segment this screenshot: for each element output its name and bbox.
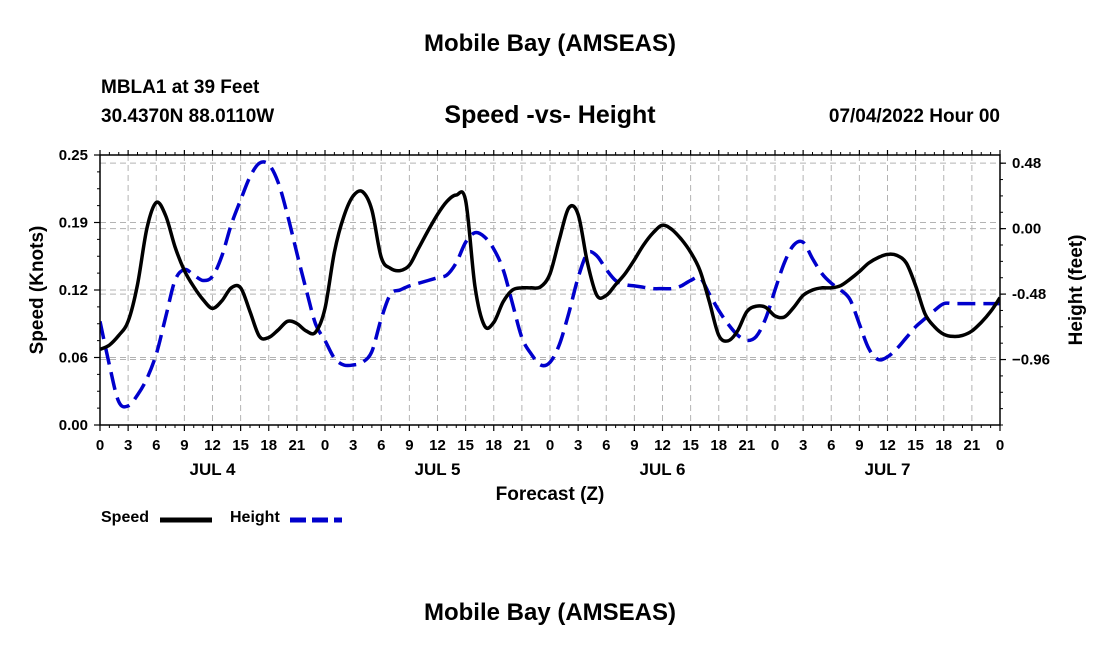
x-tick-label: 18 <box>710 437 727 454</box>
x-tick-label: 3 <box>574 437 582 454</box>
x-tick-label: 6 <box>827 437 835 454</box>
x-tick-label: 3 <box>349 437 357 454</box>
x-tick-label: 0 <box>996 437 1004 454</box>
station-name: MBLA1 at 39 Feet <box>101 77 260 98</box>
x-tick-label: 3 <box>799 437 807 454</box>
x-tick-label: 6 <box>152 437 160 454</box>
day-label: JUL 6 <box>640 460 686 479</box>
ticks: 0 3 6 9 12 15 18 21 0 3 6 9 12 15 18 21 0 3 6 9 12 15 18 21 0 3 6 9… <box>59 147 1050 479</box>
x-tick-label: 0 <box>546 437 554 454</box>
x-tick-label: 12 <box>429 437 446 454</box>
x-tick-label: 21 <box>964 437 981 454</box>
x-tick-label: 15 <box>907 437 924 454</box>
x-tick-label: 15 <box>457 437 474 454</box>
x-tick-label: 12 <box>879 437 896 454</box>
x-tick-label: 21 <box>739 437 756 454</box>
series-layer <box>100 160 1000 409</box>
day-label: JUL 5 <box>415 460 461 479</box>
station-coordinates: 30.4370N 88.0110W <box>101 106 275 127</box>
legend-height-label: Height <box>230 509 280 526</box>
x-tick-label: 18 <box>935 437 952 454</box>
x-tick-label: 18 <box>485 437 502 454</box>
x-tick-label: 6 <box>377 437 385 454</box>
x-tick-label: 12 <box>654 437 671 454</box>
y-left-tick-label: 0.12 <box>59 282 88 299</box>
x-tick-label: 15 <box>682 437 699 454</box>
legend-speed-label: Speed <box>101 509 150 526</box>
x-tick-label: 18 <box>260 437 277 454</box>
x-tick-label: 15 <box>232 437 249 454</box>
x-tick-label: 6 <box>602 437 610 454</box>
height-series-line <box>100 160 1000 409</box>
y-axis-title-left: Speed (Knots) <box>27 226 48 355</box>
x-tick-label: 21 <box>514 437 531 454</box>
day-label: JUL 4 <box>190 460 237 479</box>
y-right-tick-label: -0.48 <box>1012 286 1046 303</box>
y-right-tick-label: 0.00 <box>1012 221 1041 238</box>
y-left-tick-label: 0.25 <box>59 147 88 164</box>
x-tick-label: 21 <box>289 437 306 454</box>
x-tick-label: 9 <box>630 437 638 454</box>
x-tick-label: 9 <box>405 437 413 454</box>
page-title: Mobile Bay (AMSEAS) <box>423 30 677 57</box>
x-tick-label: 0 <box>771 437 779 454</box>
y-left-tick-label: 0.00 <box>59 417 88 434</box>
y-right-tick-label: −0.96 <box>1012 352 1050 369</box>
speed-series-line <box>100 189 1000 352</box>
x-axis-title: Forecast (Z) <box>496 484 605 505</box>
y-left-tick-label: 0.06 <box>59 350 88 367</box>
y-axis-title-right: Height (feet) <box>1066 235 1087 346</box>
y-right-tick-label: 0.48 <box>1012 155 1041 172</box>
axis-labels: Forecast (Z) Speed (Knots) Height (feet) <box>27 226 1087 505</box>
day-label: JUL 7 <box>865 460 911 479</box>
x-tick-label: 9 <box>855 437 863 454</box>
y-left-tick-label: 0.19 <box>59 215 88 232</box>
forecast-datetime: 07/04/2022 Hour 00 <box>828 106 1000 127</box>
x-tick-label: 3 <box>124 437 132 454</box>
page-title-bottom: Mobile Bay (AMSEAS) <box>423 599 677 626</box>
chart-title: Speed -vs- Height <box>444 101 656 129</box>
x-tick-label: 0 <box>321 437 329 454</box>
x-tick-label: 9 <box>180 437 188 454</box>
x-tick-label: 12 <box>204 437 221 454</box>
x-tick-label: 0 <box>96 437 104 454</box>
grid <box>100 155 1000 425</box>
